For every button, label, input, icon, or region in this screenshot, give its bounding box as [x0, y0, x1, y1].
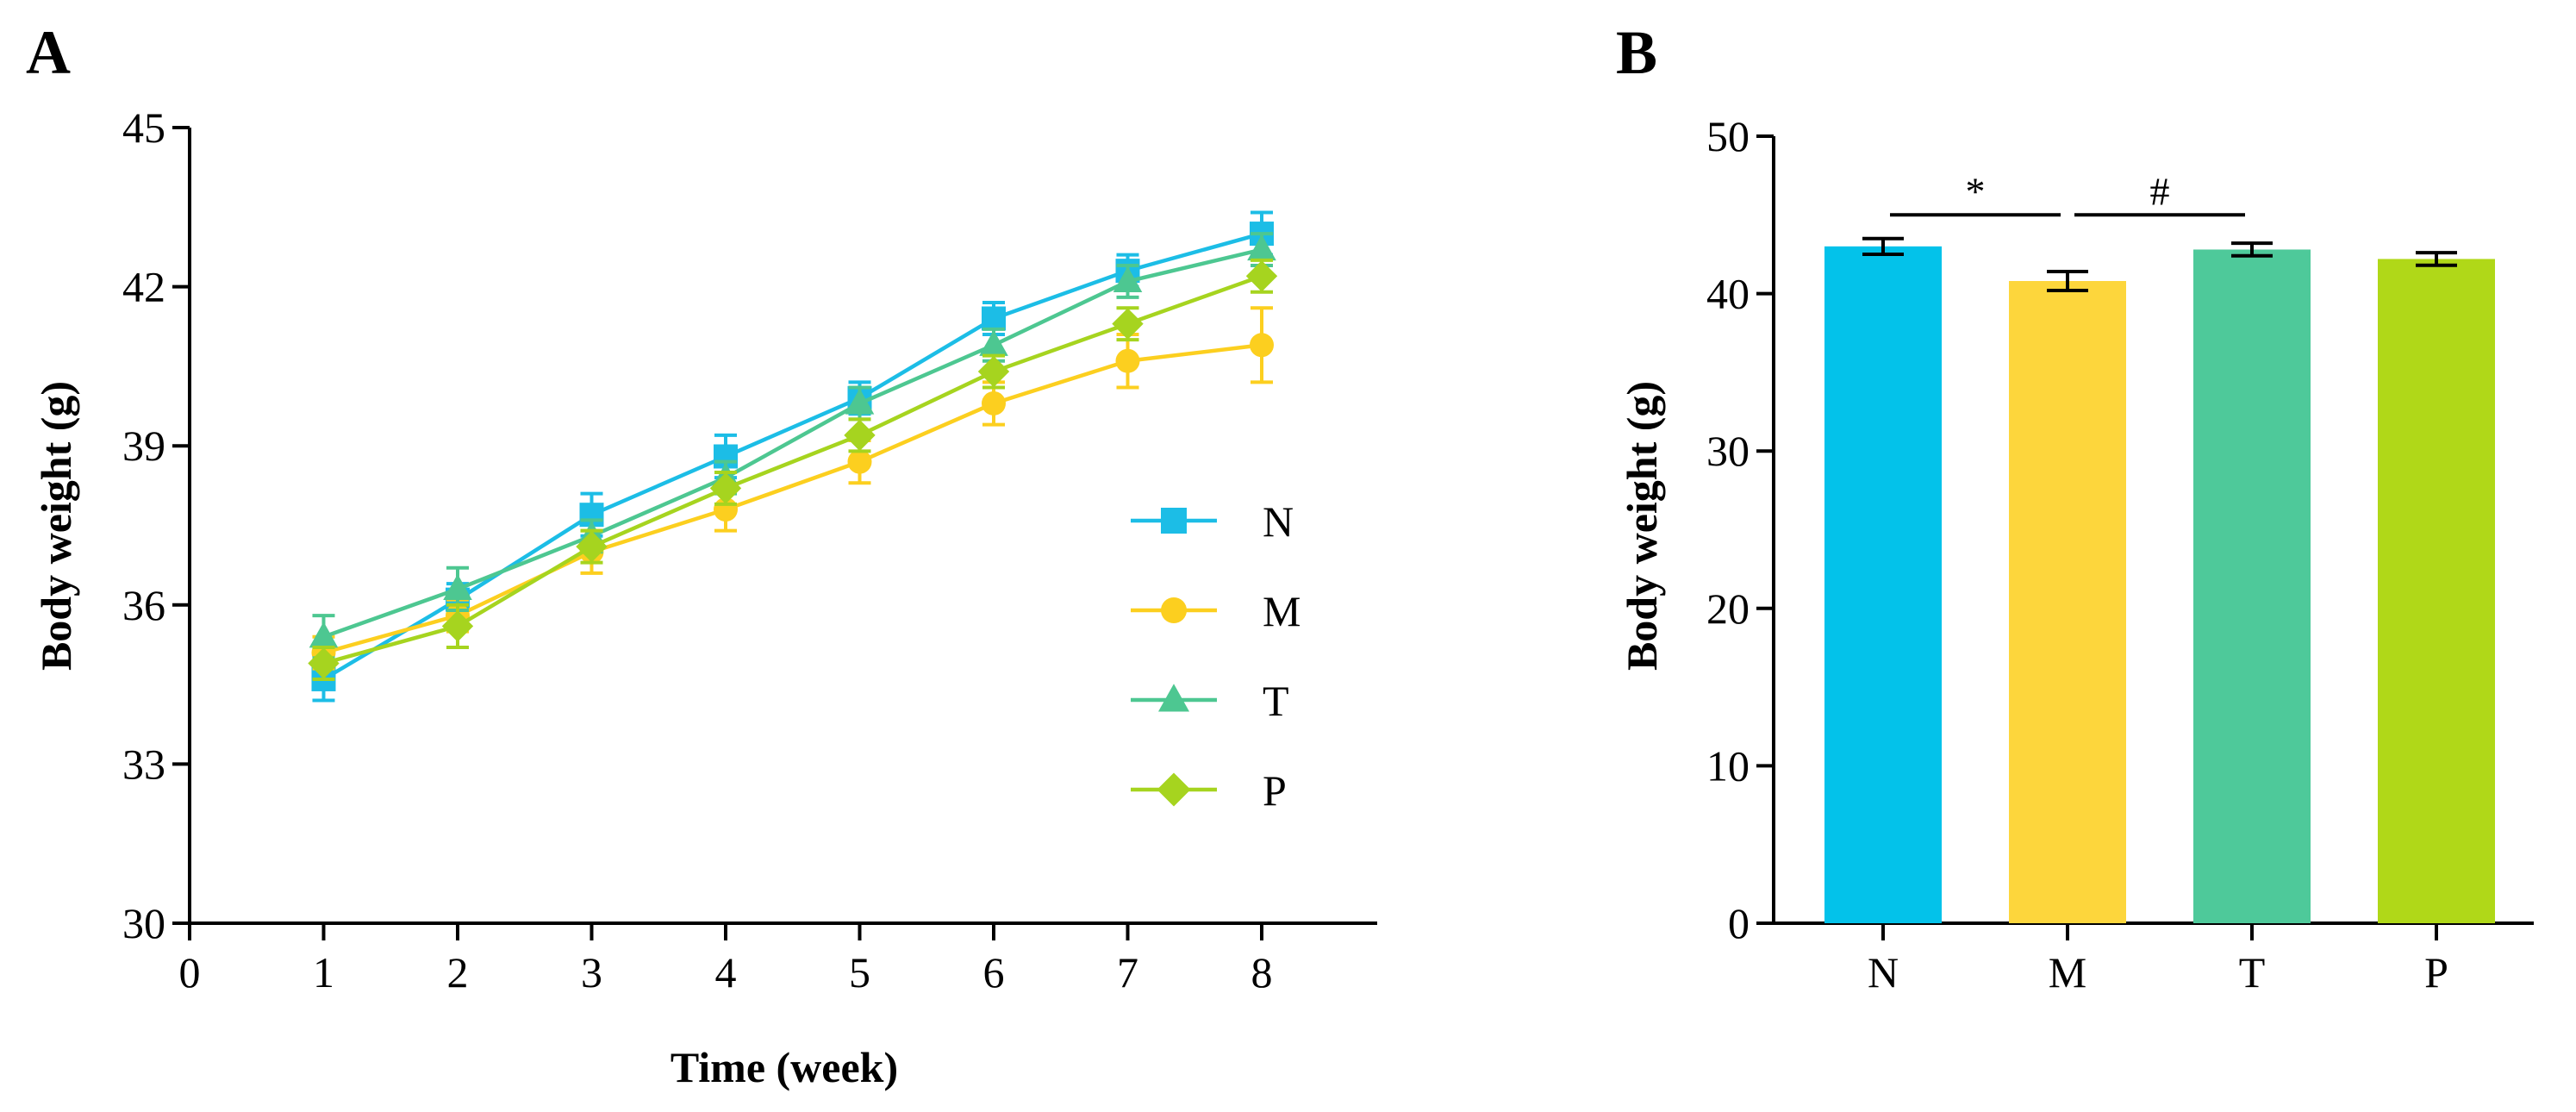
- panel-b-y-tick-label: 10: [1706, 741, 1750, 790]
- data-point-P: [308, 647, 340, 679]
- bar-T: [2193, 249, 2311, 923]
- panel-b-x-tick-label: N: [1868, 948, 1899, 996]
- panel-b-y-tick-label: 40: [1706, 270, 1750, 318]
- panel-a-x-tick-label: 7: [1117, 948, 1138, 996]
- panel-a-y-tick-label: 39: [122, 422, 165, 470]
- legend-item-T: T: [1131, 677, 1289, 725]
- data-point-P: [1112, 308, 1144, 340]
- legend-item-P: P: [1131, 766, 1287, 815]
- legend-label: M: [1263, 587, 1300, 635]
- panel-a-x-axis-title: Time (week): [671, 1043, 898, 1091]
- panel-a-x-tick-label: 1: [313, 948, 334, 996]
- legend-marker-P: [1157, 772, 1191, 807]
- panel-b-y-tick-label: 50: [1706, 112, 1750, 160]
- legend-label: N: [1263, 497, 1294, 546]
- panel-a-y-tick-label: 33: [122, 740, 165, 788]
- panel-b-y-tick-label: 20: [1706, 584, 1750, 633]
- panel-a-y-tick-label: 36: [122, 581, 165, 629]
- panel-a-x-tick-label: 3: [581, 948, 602, 996]
- bar-P: [2378, 259, 2495, 924]
- panel-a-x-tick-label: 6: [983, 948, 1005, 996]
- data-point-T: [309, 622, 339, 648]
- series-P: [308, 258, 1278, 681]
- panel-b-y-tick-label: 30: [1706, 427, 1750, 475]
- data-point-T: [1113, 266, 1143, 293]
- bar-M: [2009, 280, 2126, 923]
- legend-marker-T: [1158, 684, 1189, 712]
- legend-item-M: M: [1131, 587, 1300, 635]
- panel-b-x-tick-label: M: [2049, 948, 2086, 996]
- data-point-M: [1115, 348, 1140, 373]
- data-point-M: [982, 390, 1006, 415]
- panel-a-letter: A: [26, 18, 71, 87]
- data-point-T: [443, 573, 472, 600]
- legend-marker-N: [1161, 508, 1187, 534]
- panel-a-x-tick-label: 5: [849, 948, 870, 996]
- panel-a-y-tick-label: 45: [122, 103, 165, 152]
- panel-a-y-tick-label: 30: [122, 899, 165, 947]
- panel-a-x-tick-label: 2: [447, 948, 469, 996]
- panel-a-x-tick-label: 8: [1251, 948, 1273, 996]
- panel-a-y-axis-title: Body weight (g): [32, 381, 80, 671]
- bar-chart-panel-b: 0 10 20 30 40 50 N M T P * # Body weight (g): [1618, 112, 2534, 996]
- panel-a-x-tick-label: 4: [715, 948, 737, 996]
- significance-label: *: [1966, 169, 1986, 213]
- data-point-M: [847, 449, 872, 474]
- panel-b-letter: B: [1616, 18, 1657, 87]
- series-T: [309, 232, 1276, 660]
- legend-label: P: [1263, 766, 1287, 815]
- data-point-T: [845, 388, 875, 415]
- data-point-P: [977, 355, 1010, 388]
- data-point-P: [441, 610, 474, 642]
- series-line-M: [322, 343, 1263, 655]
- series-line-T: [322, 247, 1263, 639]
- significance-label: #: [2150, 169, 2170, 213]
- legend-marker-M: [1161, 597, 1187, 623]
- panel-a-x-tick-label: 0: [179, 948, 201, 996]
- panel-b-y-tick-label: 0: [1728, 899, 1750, 947]
- legend-item-N: N: [1131, 497, 1294, 546]
- data-point-P: [576, 530, 608, 563]
- bar-N: [1824, 246, 1942, 923]
- series-line-N: [322, 231, 1263, 681]
- panel-b-x-tick-label: P: [2424, 948, 2448, 996]
- data-point-P: [844, 419, 876, 452]
- data-point-P: [709, 472, 742, 504]
- series-line-P: [322, 274, 1263, 665]
- panel-b-y-axis-title: Body weight (g): [1618, 381, 1666, 671]
- panel-b-x-tick-label: T: [2239, 948, 2266, 996]
- data-point-T: [979, 329, 1008, 356]
- panel-a-y-tick-label: 42: [122, 263, 165, 311]
- data-point-P: [1245, 260, 1278, 292]
- legend-label: T: [1263, 677, 1289, 725]
- data-point-N: [982, 306, 1006, 331]
- data-point-T: [1247, 234, 1276, 261]
- data-point-M: [1250, 333, 1274, 358]
